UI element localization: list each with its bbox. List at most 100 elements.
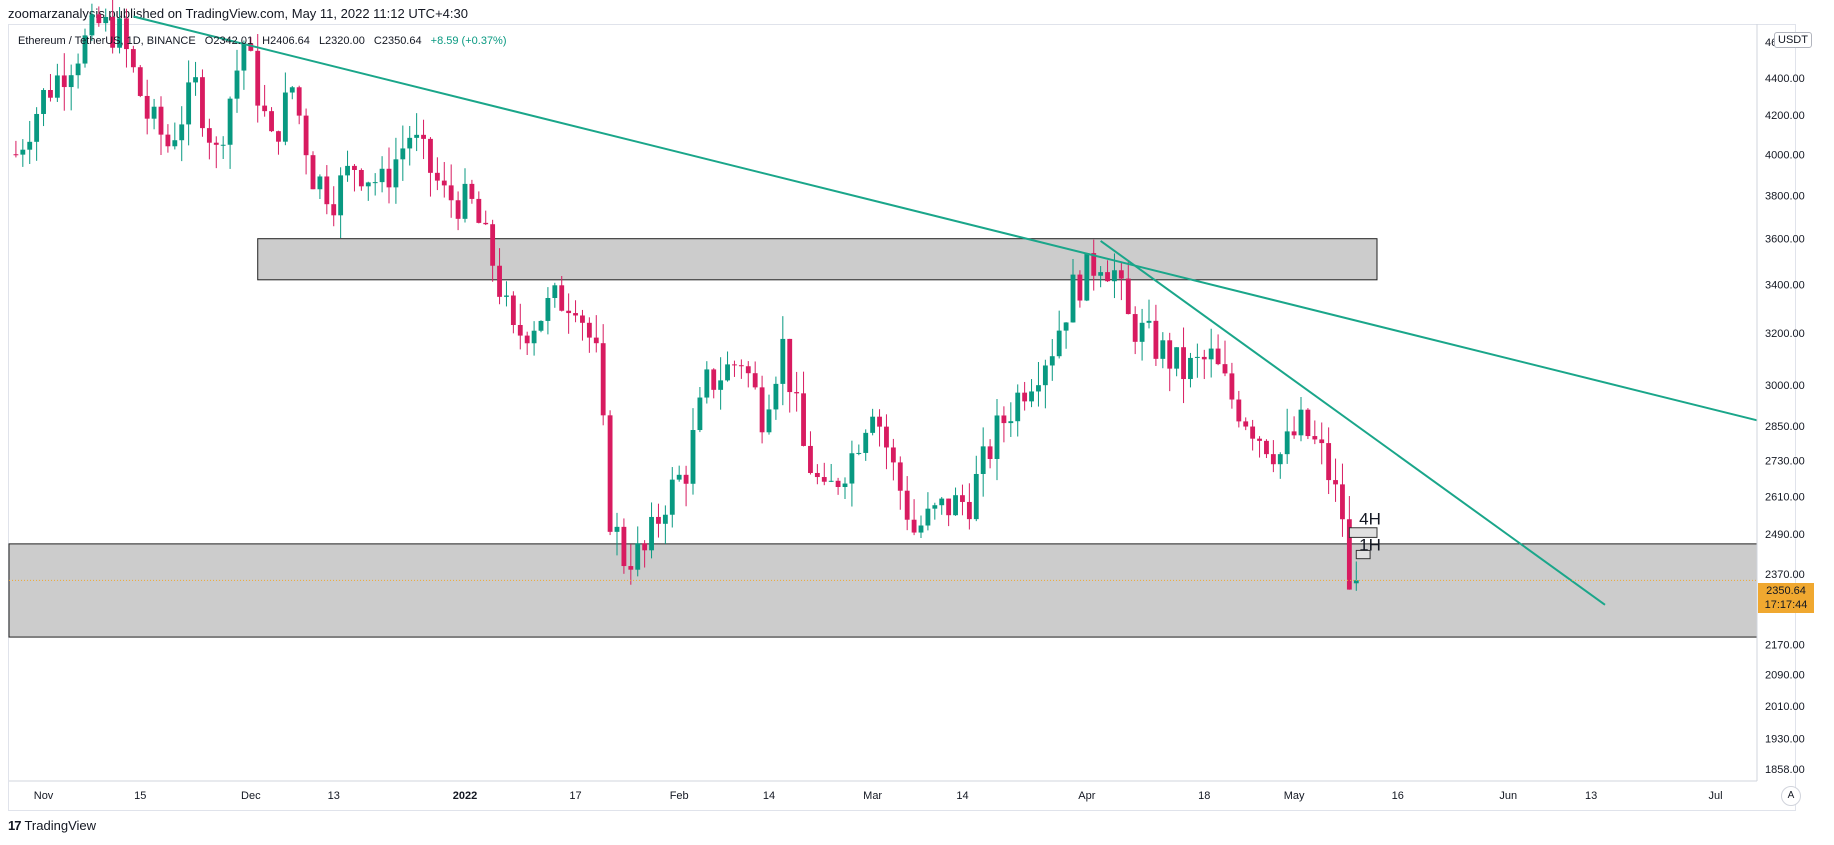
y-tick-label: 2090.00 <box>1765 670 1805 682</box>
candle-body <box>538 320 544 331</box>
candle-body <box>365 182 371 187</box>
y-tick-label: 3000.00 <box>1765 380 1805 392</box>
candle-body <box>870 416 876 433</box>
candle-body <box>987 446 993 459</box>
candle-body <box>890 447 896 463</box>
candle-body <box>842 483 848 487</box>
candle-body <box>517 325 523 336</box>
candle-body <box>897 462 903 491</box>
candle-body <box>642 543 648 551</box>
candle-body <box>849 453 855 484</box>
candle-body <box>1188 357 1193 380</box>
candle-body <box>732 364 737 366</box>
candle-body <box>904 490 910 520</box>
legend-open: O2342.01 <box>204 35 254 47</box>
candle-body <box>1326 443 1332 481</box>
candle-body <box>1125 278 1131 315</box>
candle-body <box>1167 340 1173 369</box>
candle-body <box>303 115 309 156</box>
candle-body <box>1160 340 1166 359</box>
candle-body <box>1215 348 1221 365</box>
candle-body <box>1208 348 1214 360</box>
x-tick-label: 17 <box>569 790 581 802</box>
candle-body <box>773 383 779 410</box>
candle-body <box>220 144 226 146</box>
x-tick-label: 14 <box>956 790 968 802</box>
candle-body <box>1001 415 1007 424</box>
candle-body <box>566 310 572 314</box>
candle-body <box>186 82 192 125</box>
candle-body <box>1070 274 1076 323</box>
sr-zone-1 <box>257 238 1378 281</box>
x-tick-label: Jul <box>1709 790 1723 802</box>
candle-body <box>697 397 703 431</box>
currency-badge[interactable]: USDT <box>1774 32 1812 48</box>
candle-body <box>510 295 516 326</box>
candle-body <box>635 543 641 570</box>
candle-body <box>206 128 212 143</box>
candle-body <box>48 90 53 98</box>
x-tick-label: Jun <box>1499 790 1517 802</box>
tradingview-logo[interactable]: 17 TradingView <box>8 818 96 833</box>
y-tick-label: 2490.00 <box>1765 529 1805 541</box>
candle-body <box>414 134 420 138</box>
candle-body <box>61 75 67 88</box>
trendline-1 <box>133 15 1758 422</box>
candle-body <box>1312 436 1318 440</box>
candle-body <box>980 446 986 474</box>
y-tick-label: 1858.00 <box>1765 764 1805 776</box>
x-tick-label: 13 <box>1585 790 1597 802</box>
candle-body <box>483 222 489 225</box>
timeframe-box-1 <box>1348 527 1378 538</box>
candle-body <box>276 131 281 142</box>
candle-body <box>960 495 965 502</box>
last-price-value: 2350.64 <box>1766 585 1806 597</box>
candle-body <box>393 159 399 188</box>
candle-body <box>1036 385 1041 392</box>
candle-body <box>144 95 150 119</box>
candle-body <box>296 87 302 116</box>
candle-body <box>814 472 820 478</box>
candle-body <box>1084 253 1090 301</box>
candle-body <box>1029 391 1034 402</box>
candle-body <box>41 90 46 114</box>
candle-body <box>289 87 295 93</box>
legend-low: L2320.00 <box>318 35 365 47</box>
y-tick-label: 3400.00 <box>1765 280 1805 292</box>
candle-body <box>400 148 406 160</box>
candle-body <box>345 165 350 176</box>
candle-body <box>158 106 164 135</box>
candle-body <box>863 432 869 453</box>
candle-body <box>54 75 60 98</box>
candle-body <box>1146 320 1152 323</box>
candle-body <box>448 185 454 201</box>
candle-body <box>1264 440 1269 455</box>
x-tick-label: Mar <box>863 790 882 802</box>
candle-body <box>1291 431 1297 436</box>
candle-body <box>973 473 979 520</box>
candle-body <box>621 526 627 567</box>
x-tick-label: 16 <box>1392 790 1404 802</box>
candle-body <box>683 474 689 484</box>
candle-body <box>718 380 724 390</box>
candle-body <box>386 168 392 188</box>
candle-body <box>1236 399 1242 422</box>
candle-body <box>704 369 710 398</box>
candle-body <box>780 338 786 384</box>
auto-scale-button[interactable]: A <box>1781 786 1801 806</box>
candle-body <box>552 285 558 299</box>
candle-body <box>1118 270 1124 279</box>
candle-body <box>835 480 841 487</box>
candle-body <box>1284 431 1290 455</box>
candle-body <box>200 77 205 129</box>
candle-body <box>1270 454 1276 465</box>
tradingview-icon: 17 <box>8 818 22 833</box>
candle-body <box>490 224 496 266</box>
candle-body <box>607 415 613 532</box>
symbol-name[interactable]: Ethereum / TetherUS, 1D, BINANCE <box>18 35 196 47</box>
candle-body <box>379 168 385 183</box>
x-tick-label: 14 <box>763 790 775 802</box>
candle-body <box>745 366 751 374</box>
candle-body <box>1243 421 1249 427</box>
